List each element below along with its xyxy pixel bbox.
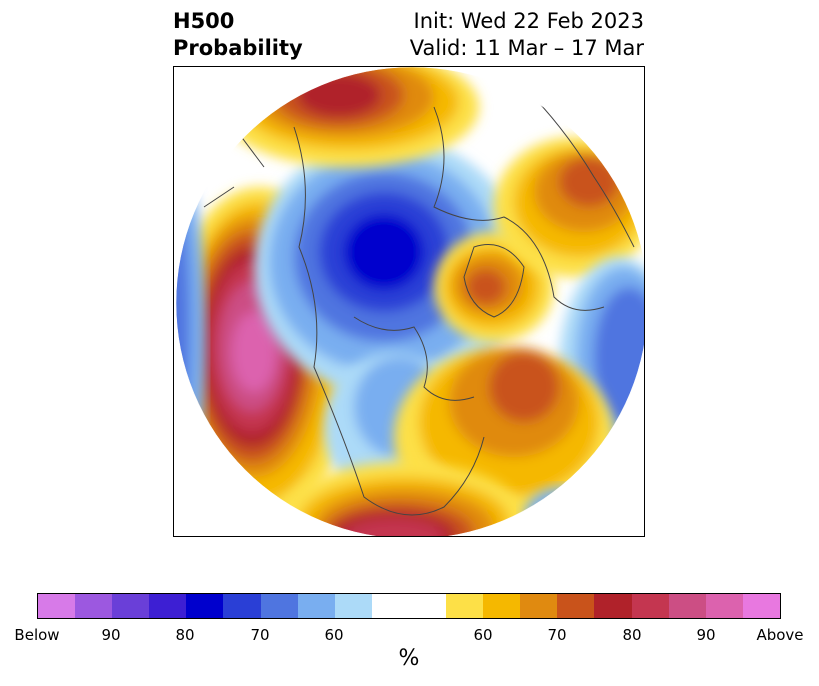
colorbar-unit-label: % [398, 646, 420, 671]
init-date: Init: Wed 22 Feb 2023 [413, 9, 644, 33]
colorbar-tick-label: 60 [473, 626, 493, 644]
colorbar-swatch [334, 594, 372, 618]
atlantic-positive-anomaly [394, 347, 614, 527]
colorbar-swatch [483, 594, 521, 618]
colorbar-tick-label: 60 [324, 626, 344, 644]
colorbar-swatch [668, 594, 706, 618]
colorbar-tick-label: 70 [547, 626, 567, 644]
colorbar-swatch [149, 594, 187, 618]
colorbar-tick-label: 90 [696, 626, 716, 644]
colorbar-swatch [260, 594, 298, 618]
chart-subtitle: Init: Wed 22 Feb 2023 Valid: 11 Mar – 17… [410, 8, 644, 62]
colorbar-tick-label: Above [756, 626, 804, 644]
colorbar-tick-label: 90 [101, 626, 121, 644]
arctic-negative-anomaly [254, 137, 524, 397]
colorbar-swatch [38, 594, 76, 618]
chart-title: H500 Probability [173, 8, 303, 62]
colorbar-tick-labels: Below 90 80 70 60 60 70 80 90 Above [0, 626, 819, 646]
coastlines [203, 86, 635, 516]
colorbar-swatch [75, 594, 113, 618]
colorbar-swatch [371, 594, 409, 618]
title-line-2: Probability [173, 36, 303, 60]
colorbar-tick-label: 80 [175, 626, 195, 644]
colorbar-swatch [520, 594, 558, 618]
colorbar-tick-label: 80 [622, 626, 642, 644]
colorbar-swatch [223, 594, 261, 618]
colorbar-tick-label: Below [14, 626, 60, 644]
colorbar-swatch [408, 594, 447, 618]
polar-projection-map [175, 67, 644, 536]
colorbar-swatch [112, 594, 150, 618]
colorbar-swatch [631, 594, 669, 618]
colorbar-swatch [446, 594, 484, 618]
colorbar-swatch [742, 594, 780, 618]
title-line-1: H500 [173, 9, 235, 33]
valid-range: Valid: 11 Mar – 17 Mar [409, 36, 644, 60]
colorbar-swatch [557, 594, 595, 618]
colorbar-tick-label: 70 [250, 626, 270, 644]
colorbar-swatch [594, 594, 632, 618]
colorbar-swatch [186, 594, 224, 618]
colorbar [37, 593, 781, 619]
probability-map [173, 66, 645, 537]
colorbar-swatch [297, 594, 335, 618]
colorbar-swatch [705, 594, 743, 618]
southeast-positive-anomaly [284, 462, 524, 536]
